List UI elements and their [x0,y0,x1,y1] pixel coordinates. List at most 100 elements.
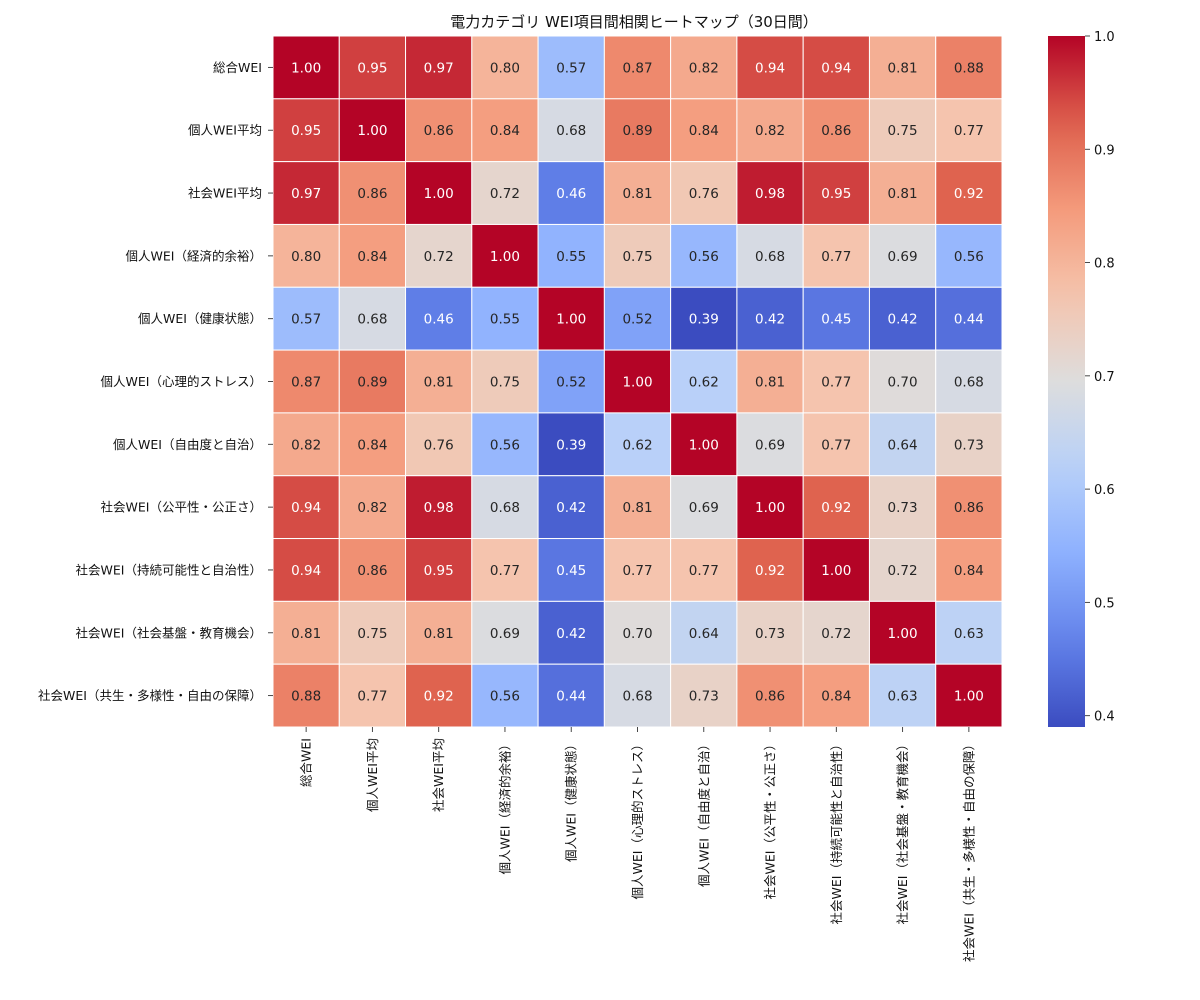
heatmap-cell-value: 1.00 [291,60,321,76]
y-tick-label: 個人WEI（健康状態） [138,311,262,326]
heatmap-cell-value: 0.84 [954,563,984,579]
heatmap-cell-value: 0.84 [357,249,387,265]
heatmap-cell-value: 0.81 [291,626,321,642]
heatmap-cell [471,35,539,100]
heatmap-cell-value: 0.86 [821,123,851,139]
heatmap-cell [935,223,1003,288]
heatmap-cell [868,663,937,728]
heatmap-cell-value: 0.84 [821,689,851,705]
colorbar-tick-label: 0.5 [1094,596,1115,611]
heatmap-cell [272,475,340,540]
heatmap-cell [736,98,804,163]
heatmap-cell [405,600,473,665]
y-tick-label: 個人WEI（経済的余裕） [126,248,262,263]
heatmap-cell-value: 0.44 [556,689,586,705]
heatmap-cell [471,600,539,665]
heatmap-cell-value: 0.82 [291,437,321,453]
heatmap-cell [868,412,937,477]
heatmap-cell [736,600,804,665]
heatmap-cell-value: 0.56 [490,689,520,705]
heatmap-cell-value: 0.76 [689,186,719,202]
x-tick-label: 個人WEI（健康状態） [564,738,579,862]
heatmap-cell [603,161,672,225]
heatmap-cell-value: 0.70 [888,375,918,391]
heatmap-cell-value: 0.81 [755,375,785,391]
heatmap-cell-value: 0.80 [490,60,520,76]
heatmap-cell-value: 1.00 [622,375,652,391]
colorbar-tick-label: 1.0 [1094,30,1115,45]
heatmap-cell-value: 0.97 [291,186,321,202]
heatmap-cell-value: 0.92 [755,563,785,579]
heatmap-cell [736,663,804,728]
y-tick-label: 社会WEI（共生・多様性・自由の保障） [38,688,262,703]
heatmap-cell-value: 0.86 [357,186,387,202]
colorbar: 0.4 0.5 0.6 0.7 0.8 0.9 1.0 [1048,30,1115,727]
heatmap-cell-value: 0.63 [954,626,984,642]
heatmap-cell-value: 0.77 [357,689,387,705]
heatmap-cell-value: 0.84 [490,123,520,139]
heatmap-cell-value: 0.56 [689,249,719,265]
heatmap-cell [603,223,672,288]
heatmap-cell-value: 0.76 [424,437,454,453]
heatmap-cell [935,349,1003,414]
heatmap-cell-value: 0.94 [755,60,785,76]
heatmap-cell [405,161,473,225]
heatmap-cell-value: 0.95 [357,60,387,76]
y-tick-label: 個人WEI（心理的ストレス） [101,374,262,389]
heatmap-cell-value: 0.75 [490,375,520,391]
heatmap-cell-value: 0.72 [490,186,520,202]
heatmap-cell [670,98,738,163]
heatmap-cell [471,412,539,477]
heatmap-cell [670,412,738,477]
heatmap-cell [935,286,1003,351]
heatmap-cell-value: 0.89 [622,123,652,139]
heatmap-cell [537,600,605,665]
x-tick-label: 個人WEI（自由度と自治） [696,738,711,887]
x-tick-label: 社会WEI（公平性・公正さ） [763,738,778,899]
heatmap-cell-value: 0.95 [424,563,454,579]
x-tick-label: 社会WEI平均 [431,738,446,812]
heatmap-cell [736,538,804,602]
heatmap-cell-value: 0.56 [954,249,984,265]
heatmap-cell-value: 0.62 [622,437,652,453]
heatmap-cell [802,412,870,477]
heatmap-cell-value: 0.64 [689,626,719,642]
heatmap-cell [338,475,407,540]
heatmap-cell [405,538,473,602]
colorbar-tick-label: 0.6 [1094,483,1115,498]
heatmap-cell-value: 0.42 [556,626,586,642]
heatmap-cell-value: 0.88 [291,689,321,705]
heatmap-cell-value: 0.73 [954,437,984,453]
heatmap-cell-value: 0.72 [424,249,454,265]
heatmap-cell-value: 0.77 [821,375,851,391]
x-tick-label: 社会WEI（持続可能性と自治性） [829,738,844,924]
heatmap-cell [471,223,539,288]
heatmap-cell [868,475,937,540]
heatmap-cell-value: 1.00 [888,626,918,642]
y-tick-label: 個人WEI（自由度と自治） [113,437,262,452]
heatmap-cell-value: 0.77 [490,563,520,579]
heatmap-cell [603,475,672,540]
y-tick-label: 個人WEI平均 [188,123,262,138]
heatmap-cell-value: 0.82 [755,123,785,139]
heatmap-cell [272,98,340,163]
heatmap-cell [272,35,340,100]
heatmap-cell [537,663,605,728]
heatmap-cell [405,223,473,288]
heatmap-cell-value: 1.00 [821,563,851,579]
heatmap-cell-value: 0.69 [755,437,785,453]
heatmap-cell [802,663,870,728]
heatmap-cell-value: 0.77 [821,437,851,453]
heatmap-cell [802,98,870,163]
heatmap-cell-value: 0.63 [888,689,918,705]
heatmap-cell [802,223,870,288]
heatmap-cell [272,600,340,665]
heatmap-cell-value: 0.70 [622,626,652,642]
heatmap-cell [405,286,473,351]
y-tick-label: 社会WEI平均 [188,186,262,201]
heatmap-cell [471,538,539,602]
colorbar-tick-label: 0.7 [1094,370,1115,385]
heatmap-cell [537,286,605,351]
heatmap-cell-value: 0.97 [424,60,454,76]
heatmap-cell-value: 0.81 [888,60,918,76]
